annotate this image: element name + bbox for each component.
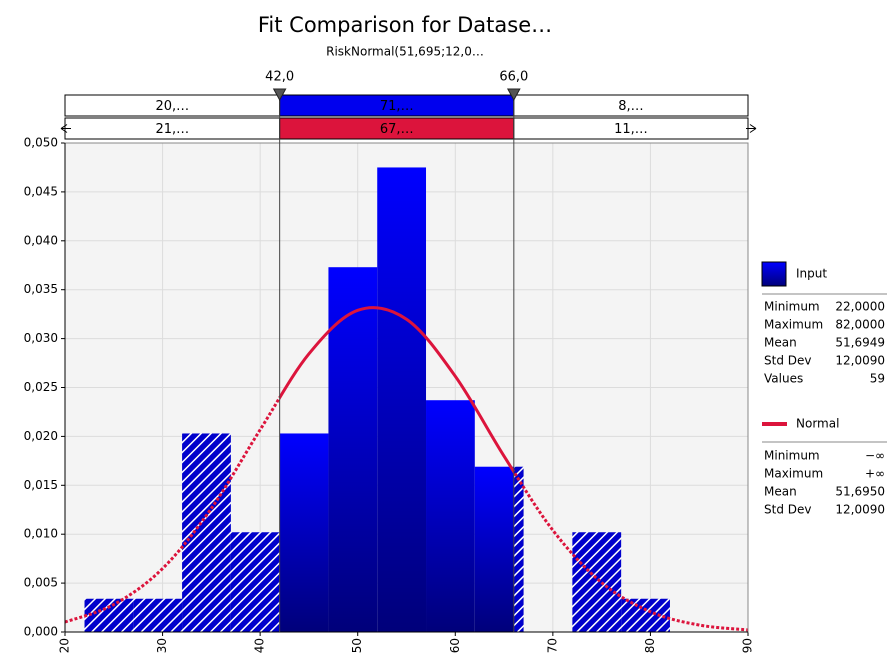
curve-line [279, 306, 514, 475]
stat-value: 82,0000 [835, 318, 885, 332]
x-tick-label: 90 [741, 638, 755, 653]
stat-value: −∞ [865, 449, 885, 463]
arrow-left [60, 124, 71, 133]
bar [279, 433, 329, 632]
legend-swatch [761, 261, 787, 287]
stat-value: 59 [870, 372, 885, 386]
delimiter-handle [272, 88, 287, 102]
bar [426, 400, 475, 632]
stat-name: Minimum [764, 300, 820, 314]
bar-hatched [84, 598, 134, 632]
bar-hatched [572, 532, 622, 632]
x-tick-label: 80 [643, 638, 657, 653]
y-tick-label: 0,020 [24, 429, 58, 443]
stat-name: Minimum [764, 449, 820, 463]
probability-label: 67,… [380, 122, 414, 137]
probability-label: 20,… [155, 99, 189, 114]
y-tick-label: 0,025 [24, 380, 58, 394]
x-tick-label: 20 [58, 638, 72, 653]
stat-name: Mean [764, 336, 797, 350]
y-tick-label: 0,000 [24, 625, 58, 639]
bar-hatched [133, 598, 183, 632]
legend-label: Input [796, 267, 827, 281]
stat-value: 51,6950 [835, 485, 885, 499]
bar [377, 167, 427, 632]
probability-label: 21,… [155, 122, 189, 137]
probability-label: 8,… [618, 99, 643, 114]
probability-label: 71,… [380, 99, 414, 114]
probability-label: 11,… [614, 122, 648, 137]
stat-name: Std Dev [764, 354, 811, 368]
stat-value: 12,0090 [835, 503, 885, 517]
bar [328, 267, 378, 632]
stat-name: Maximum [764, 467, 823, 481]
chart-title: Fit Comparison for Datase… [258, 13, 552, 37]
y-tick-label: 0,005 [24, 576, 58, 590]
bar [474, 466, 514, 632]
y-tick-label: 0,045 [24, 184, 58, 198]
stat-value: +∞ [865, 467, 885, 481]
y-tick-label: 0,015 [24, 478, 58, 492]
y-tick-label: 0,050 [24, 136, 58, 150]
x-tick-label: 30 [155, 638, 169, 653]
x-tick-label: 60 [448, 638, 462, 653]
bar-hatched [621, 598, 670, 632]
arrow-right [746, 124, 757, 133]
x-tick-label: 40 [253, 638, 267, 653]
chart-subtitle: RiskNormal(51,695;12,0… [326, 45, 484, 59]
y-tick-label: 0,035 [24, 282, 58, 296]
bar-hatched [230, 532, 280, 632]
delimiter-label: 42,0 [265, 70, 294, 85]
stat-name: Std Dev [764, 503, 811, 517]
bar-hatched [182, 433, 231, 632]
stat-name: Maximum [764, 318, 823, 332]
x-tick-label: 50 [350, 638, 364, 653]
legend-label: Normal [796, 417, 839, 431]
stat-value: 22,0000 [835, 300, 885, 314]
y-tick-label: 0,010 [24, 527, 58, 541]
stat-name: Values [764, 372, 803, 386]
stat-value: 12,0090 [835, 354, 885, 368]
delimiter-label: 66,0 [499, 70, 528, 85]
x-tick-label: 70 [545, 638, 559, 653]
y-tick-label: 0,030 [24, 331, 58, 345]
y-tick-label: 0,040 [24, 233, 58, 247]
delimiter-handle [506, 88, 521, 102]
stat-value: 51,6949 [835, 336, 885, 350]
stat-name: Mean [764, 485, 797, 499]
